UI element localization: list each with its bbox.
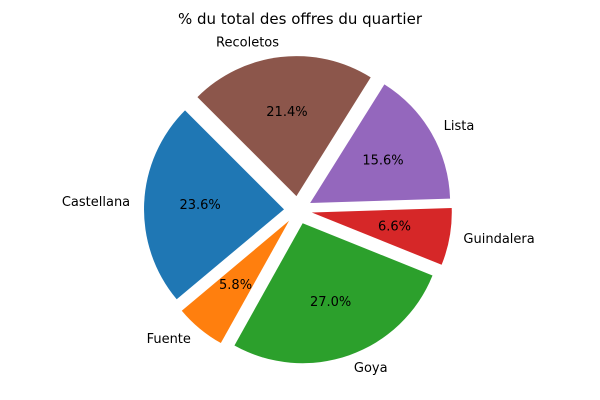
pie-slice-recoletos xyxy=(197,56,371,197)
pct-label-recoletos: 21.4% xyxy=(266,105,307,120)
slice-label-castellana: Castellana xyxy=(62,195,130,210)
pie-slice-guindalera xyxy=(311,208,452,265)
slice-label-fuente: Fuente xyxy=(147,332,191,347)
slice-label-goya: Goya xyxy=(354,361,388,376)
pct-label-goya: 27.0% xyxy=(310,295,351,310)
slice-label-recoletos: Recoletos xyxy=(216,36,279,51)
pct-label-fuente: 5.8% xyxy=(219,278,252,293)
pie-slice-castellana xyxy=(144,110,285,300)
pct-label-castellana: 23.6% xyxy=(179,198,220,213)
pie-slice-goya xyxy=(234,223,433,364)
pct-label-guindalera: 6.6% xyxy=(378,220,411,235)
pct-label-lista: 15.6% xyxy=(362,154,403,169)
pie-slice-fuente xyxy=(181,220,290,344)
slice-label-guindalera: Guindalera xyxy=(463,232,534,247)
pie-slice-lista xyxy=(310,84,451,204)
chart-title: % du total des offres du quartier xyxy=(177,10,422,28)
slice-label-lista: Lista xyxy=(444,119,475,134)
